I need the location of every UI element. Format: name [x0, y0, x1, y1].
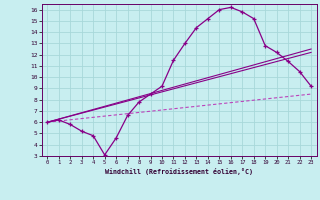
X-axis label: Windchill (Refroidissement éolien,°C): Windchill (Refroidissement éolien,°C): [105, 168, 253, 175]
